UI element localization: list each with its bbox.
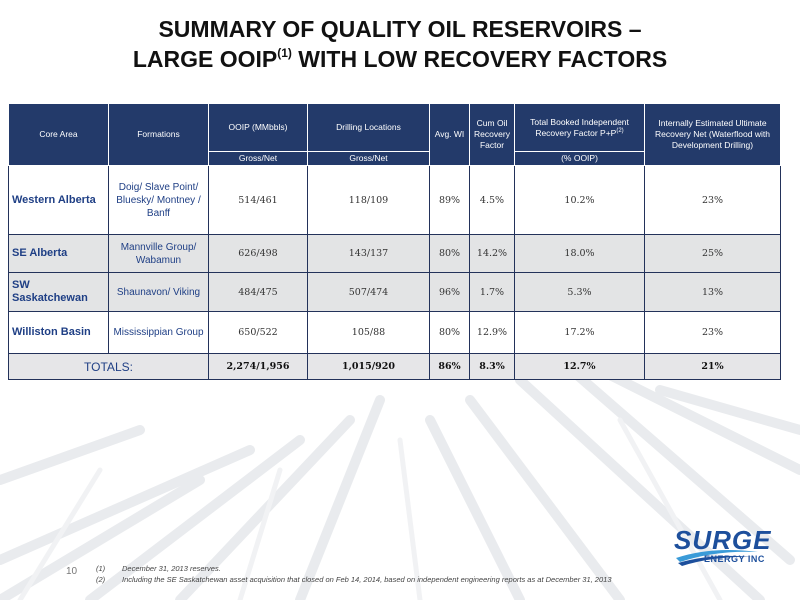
row-avg-wi: 89% <box>429 165 470 235</box>
header-core-area: Core Area <box>8 103 109 166</box>
row-ooip: 514/461 <box>208 165 308 235</box>
header-cum-oil: Cum Oil Recovery Factor <box>469 103 515 166</box>
row-booked: 18.0% <box>514 234 645 273</box>
footnote-item: (2) Including the SE Saskatchewan asset a… <box>96 574 612 585</box>
row-cum-oil: 12.9% <box>469 311 515 354</box>
header-ooip: OOIP (MMbbls) <box>208 103 308 152</box>
row-formations: Mississippian Group <box>108 311 209 354</box>
row-ultimate: 23% <box>644 311 781 354</box>
totals-cum-oil: 8.3% <box>469 353 515 380</box>
table-row: Western Alberta Doig/ Slave Point/ Blues… <box>8 165 781 235</box>
header-total-booked-ref: (2) <box>616 127 624 134</box>
row-drilling: 507/474 <box>307 272 430 312</box>
title-line-2: LARGE OOIP(1) WITH LOW RECOVERY FACTORS <box>0 44 800 74</box>
reservoirs-table: Core Area Formations OOIP (MMbbls) Drill… <box>8 103 781 380</box>
header-ooip-sub: Gross/Net <box>208 151 308 166</box>
header-total-booked-label: Total Booked Independent Recovery Factor… <box>530 116 629 138</box>
row-avg-wi: 80% <box>429 234 470 273</box>
row-core-area: SW Saskatchewan <box>8 272 109 312</box>
footnote-item: (1) December 31, 2013 reserves. <box>96 563 612 574</box>
row-booked: 5.3% <box>514 272 645 312</box>
row-ooip: 484/475 <box>208 272 308 312</box>
logo-wordmark: SURGE <box>674 525 772 555</box>
row-ultimate: 23% <box>644 165 781 235</box>
row-core-area: SE Alberta <box>8 234 109 273</box>
header-drilling-locations: Drilling Locations <box>307 103 430 152</box>
totals-row: TOTALS: 2,274/1,956 1,015/920 86% 8.3% 1… <box>8 353 781 380</box>
header-avg-wi: Avg. WI <box>429 103 470 166</box>
title-line-1: SUMMARY OF QUALITY OIL RESERVOIRS – <box>158 16 642 42</box>
row-formations: Shaunavon/ Viking <box>108 272 209 312</box>
row-cum-oil: 4.5% <box>469 165 515 235</box>
title-line-2-prefix: LARGE OOIP <box>132 46 278 72</box>
table-row: SW Saskatchewan Shaunavon/ Viking 484/47… <box>8 272 781 312</box>
row-cum-oil: 1.7% <box>469 272 515 312</box>
totals-label: TOTALS: <box>8 353 209 380</box>
title-line-2-suffix: WITH LOW RECOVERY FACTORS <box>291 46 668 72</box>
footnotes: (1) December 31, 2013 reserves. (2) Includ… <box>96 563 612 585</box>
row-ooip: 650/522 <box>208 311 308 354</box>
header-formations: Formations <box>108 103 209 166</box>
footnote-mark: (1) <box>96 564 106 573</box>
row-ooip: 626/498 <box>208 234 308 273</box>
table-row: Williston Basin Mississippian Group 650/… <box>8 311 781 354</box>
totals-avg-wi: 86% <box>429 353 470 380</box>
row-avg-wi: 80% <box>429 311 470 354</box>
header-drilling-sub: Gross/Net <box>307 151 430 166</box>
page-number: 10 <box>66 566 78 577</box>
row-core-area: Williston Basin <box>8 311 109 354</box>
row-ultimate: 25% <box>644 234 781 273</box>
totals-ultimate: 21% <box>644 353 781 380</box>
totals-ooip: 2,274/1,956 <box>208 353 308 380</box>
row-formations: Mannville Group/ Wabamun <box>108 234 209 273</box>
row-drilling: 118/109 <box>307 165 430 235</box>
row-avg-wi: 96% <box>429 272 470 312</box>
totals-booked: 12.7% <box>514 353 645 380</box>
header-total-booked: Total Booked Independent Recovery Factor… <box>514 103 645 152</box>
row-cum-oil: 14.2% <box>469 234 515 273</box>
row-ultimate: 13% <box>644 272 781 312</box>
totals-drilling: 1,015/920 <box>307 353 430 380</box>
page-title: SUMMARY OF QUALITY OIL RESERVOIRS – LARG… <box>0 14 800 74</box>
row-drilling: 105/88 <box>307 311 430 354</box>
logo-subtitle: ENERGY INC <box>704 554 765 564</box>
header-booked-sub: (% OOIP) <box>514 151 645 166</box>
row-drilling: 143/137 <box>307 234 430 273</box>
row-formations: Doig/ Slave Point/ Bluesky/ Montney / Ba… <box>108 165 209 235</box>
row-core-area: Western Alberta <box>8 165 109 235</box>
footnote-text: December 31, 2013 reserves. <box>122 564 221 573</box>
table-row: SE Alberta Mannville Group/ Wabamun 626/… <box>8 234 781 273</box>
title-footnote-ref: (1) <box>277 46 292 60</box>
row-booked: 10.2% <box>514 165 645 235</box>
footnote-mark: (2) <box>96 575 106 584</box>
header-internally-estimated: Internally Estimated Ultimate Recovery N… <box>644 103 781 166</box>
surge-swoosh-icon <box>676 550 758 566</box>
footnote-text: Including the SE Saskatchewan asset acqu… <box>122 575 612 584</box>
row-booked: 17.2% <box>514 311 645 354</box>
